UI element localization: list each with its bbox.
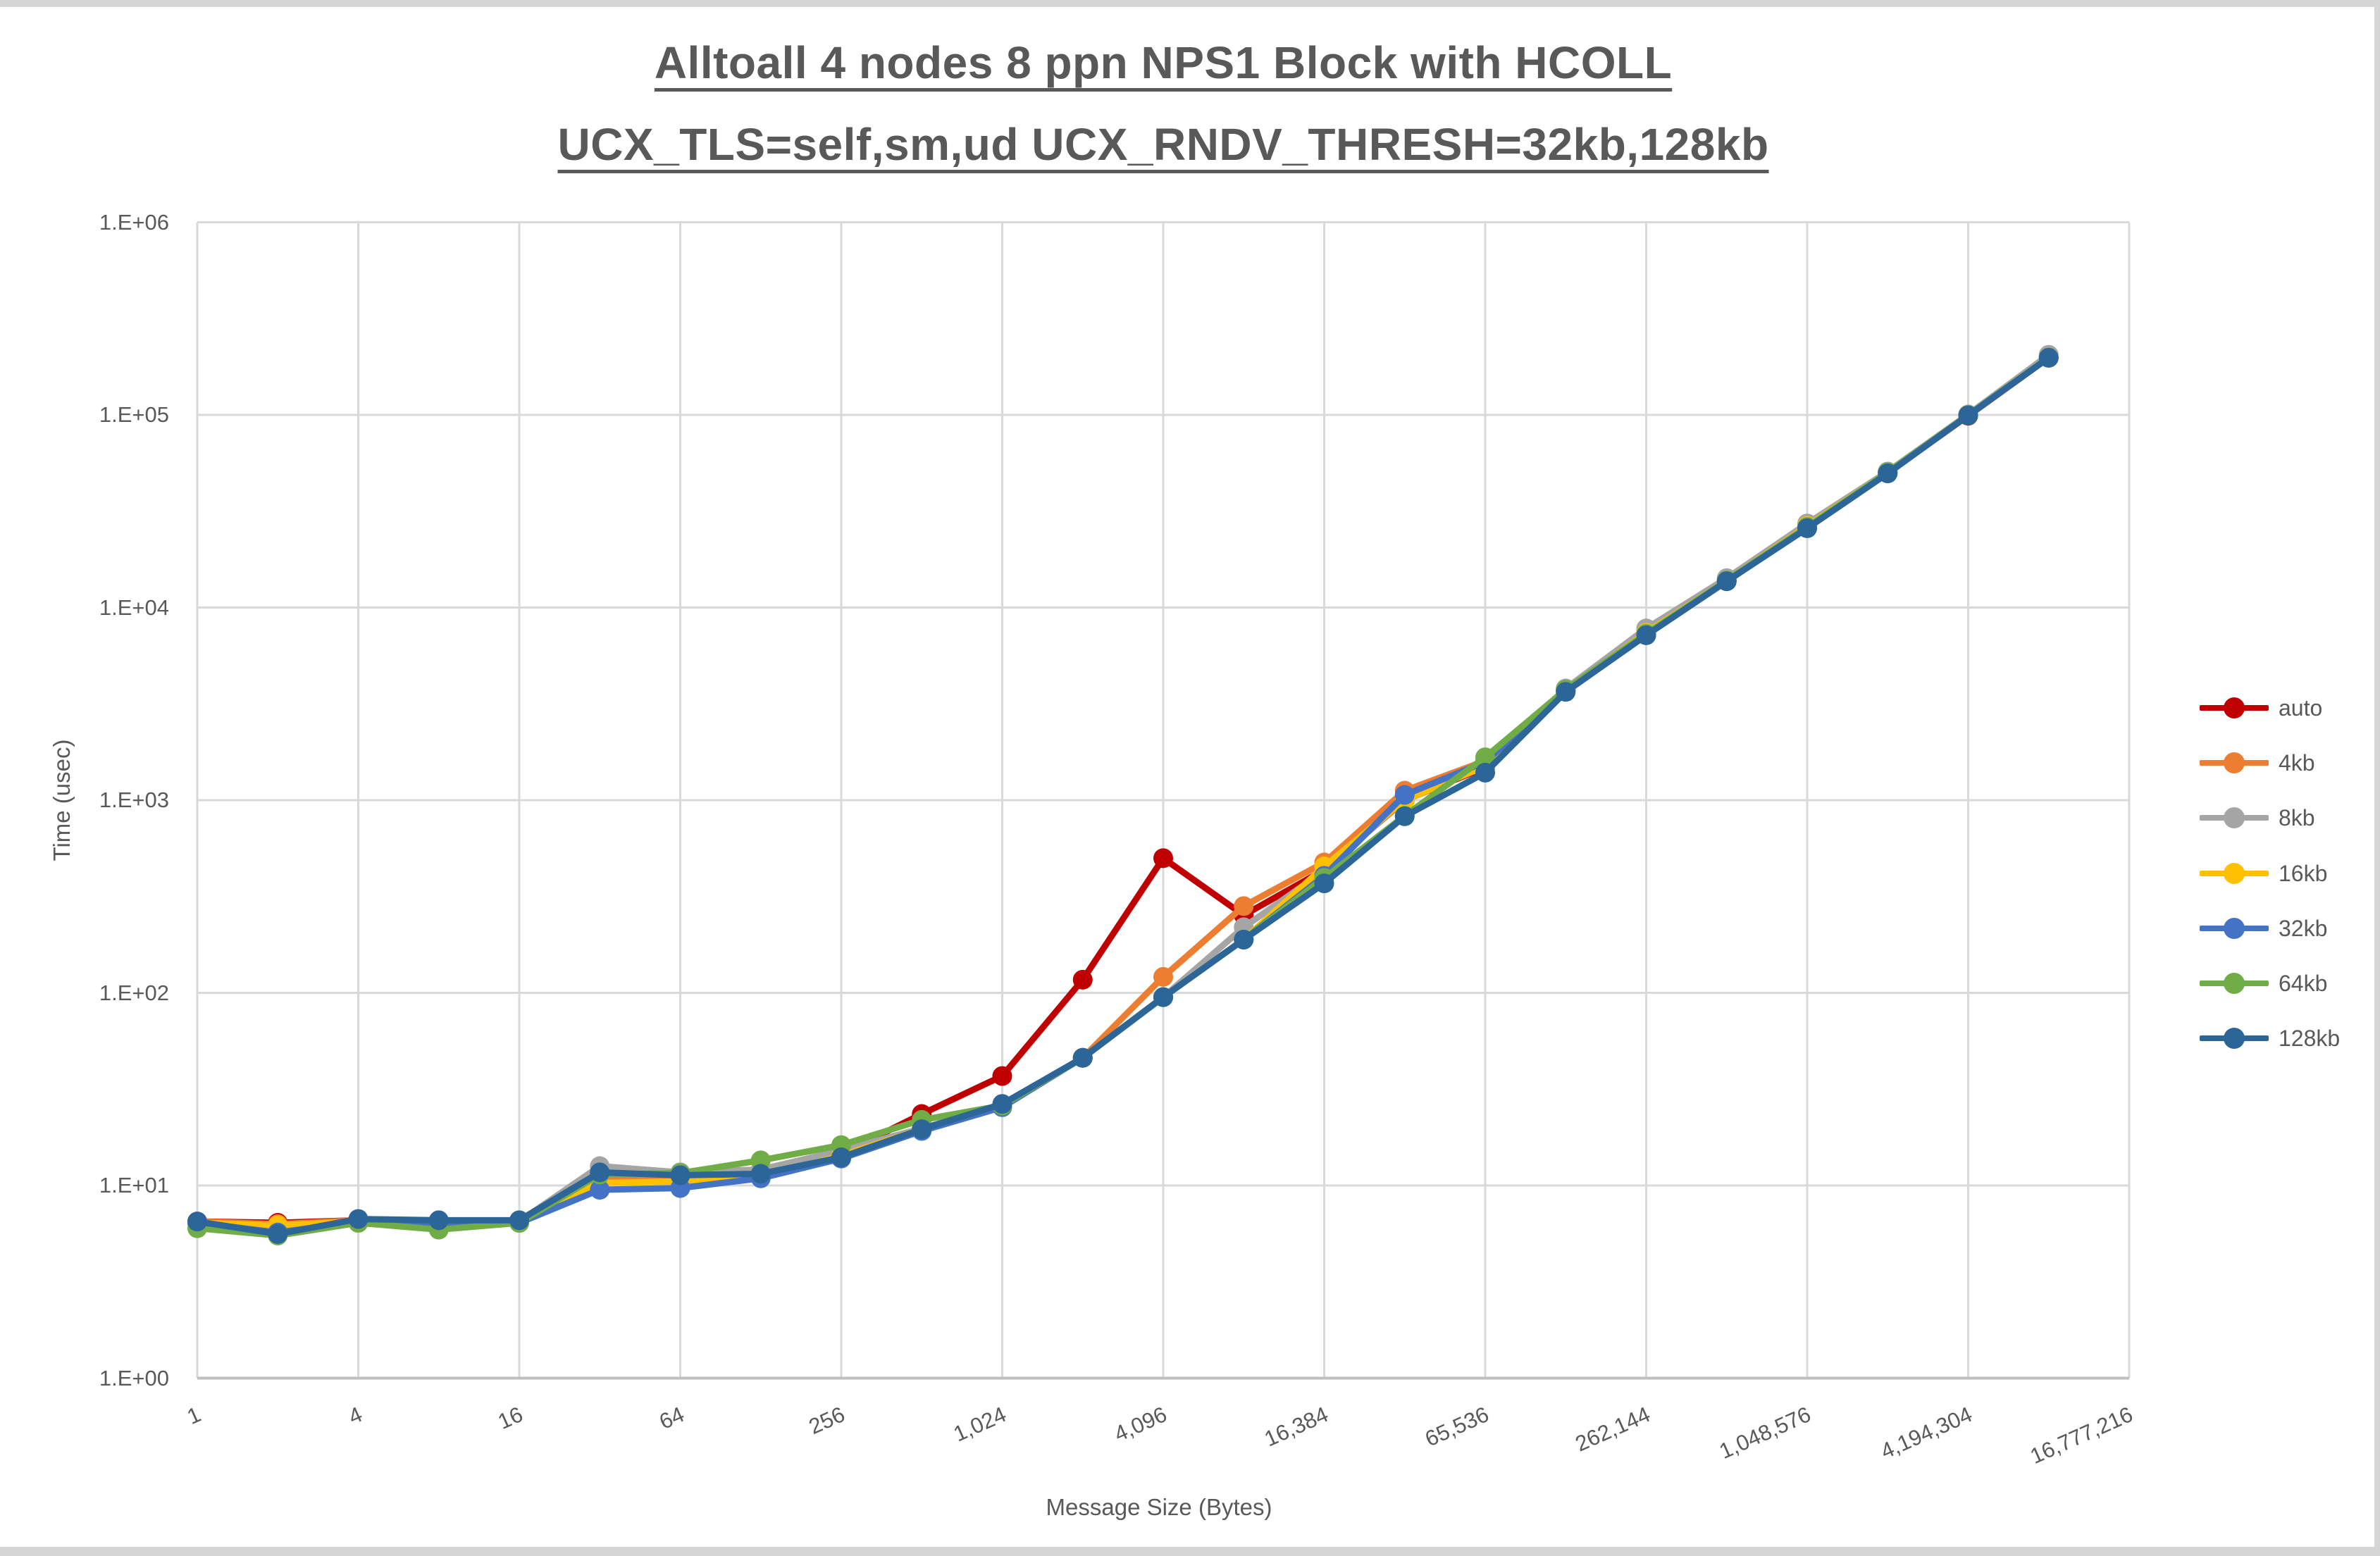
legend-item-label: 4kb — [2279, 749, 2315, 776]
y-axis-title: Time (usec) — [49, 739, 75, 861]
series-marker-128kb[interactable] — [1234, 929, 1254, 950]
legend-item-label: 64kb — [2279, 970, 2328, 996]
series-marker-128kb[interactable] — [590, 1162, 610, 1183]
legend-item-8kb[interactable]: 8kb — [2200, 802, 2315, 833]
legend-marker-dot — [2224, 752, 2245, 773]
series-marker-128kb[interactable] — [1072, 1047, 1093, 1068]
series-line-4kb[interactable] — [194, 354, 2052, 1228]
series-line-32kb[interactable] — [194, 354, 2052, 1236]
series-marker-128kb[interactable] — [1878, 463, 1898, 484]
series-line-16kb[interactable] — [194, 354, 2052, 1229]
series-marker-32kb[interactable] — [590, 1180, 610, 1200]
series-line-128kb[interactable] — [194, 354, 2052, 1238]
series-line-auto[interactable] — [194, 354, 2052, 1226]
legend-item-128kb[interactable]: 128kb — [2200, 1023, 2340, 1054]
y-tick-label: 1.E+02 — [99, 980, 169, 1005]
series-marker-128kb[interactable] — [831, 1147, 851, 1168]
series-marker-128kb[interactable] — [509, 1210, 529, 1231]
legend-marker-dot — [2224, 863, 2245, 884]
legend-line-marker-icon — [2200, 858, 2269, 889]
legend-item-64kb[interactable]: 64kb — [2200, 968, 2327, 999]
y-tick-label: 1.E+03 — [99, 788, 169, 812]
y-tick-label: 1.E+04 — [99, 595, 169, 620]
y-tick-label: 1.E+00 — [99, 1365, 169, 1390]
series-marker-128kb[interactable] — [912, 1119, 932, 1140]
chart-title-line-1: Alltoall 4 nodes 8 ppn NPS1 Block with H… — [654, 37, 1673, 88]
series-marker-128kb[interactable] — [1797, 518, 1817, 538]
legend-marker-dot — [2224, 697, 2245, 718]
legend-item-auto[interactable]: auto — [2200, 692, 2322, 723]
legend-marker-dot — [2224, 918, 2245, 939]
legend-line-marker-icon — [2200, 1023, 2269, 1054]
y-tick-label: 1.E+05 — [99, 402, 169, 427]
series-marker-128kb[interactable] — [348, 1209, 368, 1229]
series-marker-4kb[interactable] — [1153, 966, 1173, 987]
legend-item-label: 16kb — [2279, 860, 2328, 886]
series-marker-128kb[interactable] — [1716, 571, 1737, 592]
legend-line-marker-icon — [2200, 692, 2269, 723]
series-marker-128kb[interactable] — [1153, 987, 1173, 1007]
legend-item-32kb[interactable]: 32kb — [2200, 913, 2327, 944]
series-marker-128kb[interactable] — [1958, 405, 1978, 425]
series-marker-128kb[interactable] — [1475, 762, 1495, 783]
series-marker-128kb[interactable] — [268, 1224, 288, 1244]
legend-item-label: 128kb — [2279, 1025, 2341, 1051]
screen-right-edge — [2374, 0, 2380, 1556]
legend-item-label: 8kb — [2279, 804, 2315, 830]
legend-line-marker-icon — [2200, 968, 2269, 999]
series-marker-auto[interactable] — [1153, 848, 1173, 869]
x-axis-title: Message Size (Bytes) — [1046, 1494, 1272, 1520]
series-marker-64kb[interactable] — [1475, 747, 1495, 768]
chart-title-line-2: UCX_TLS=self,sm,ud UCX_RNDV_THRESH=32kb,… — [557, 119, 1769, 170]
series-128kb[interactable] — [187, 347, 2059, 1244]
series-auto[interactable] — [187, 347, 2059, 1233]
series-marker-128kb[interactable] — [187, 1212, 207, 1232]
series-marker-32kb[interactable] — [1394, 785, 1415, 805]
legend-marker-dot — [2224, 1028, 2245, 1049]
series-marker-128kb[interactable] — [750, 1164, 771, 1184]
legend-item-4kb[interactable]: 4kb — [2200, 747, 2315, 778]
y-tick-label: 1.E+01 — [99, 1173, 169, 1197]
series-marker-128kb[interactable] — [2038, 347, 2059, 368]
series-marker-128kb[interactable] — [670, 1165, 690, 1185]
legend-item-label: 32kb — [2279, 915, 2328, 941]
series-4kb[interactable] — [187, 347, 2059, 1234]
legend-item-label: auto — [2279, 695, 2323, 721]
series-line-64kb[interactable] — [194, 354, 2052, 1239]
series-marker-128kb[interactable] — [1314, 873, 1334, 894]
screen-top-edge — [0, 0, 2380, 7]
series-marker-auto[interactable] — [992, 1066, 1012, 1086]
series-marker-128kb[interactable] — [1394, 806, 1415, 826]
series-marker-128kb[interactable] — [428, 1210, 449, 1231]
series-marker-4kb[interactable] — [1234, 896, 1254, 916]
y-tick-label: 1.E+06 — [99, 209, 169, 235]
series-marker-128kb[interactable] — [1636, 625, 1656, 645]
legend-line-marker-icon — [2200, 747, 2269, 778]
legend-marker-dot — [2224, 807, 2245, 828]
legend-line-marker-icon — [2200, 802, 2269, 833]
series-marker-auto[interactable] — [1072, 969, 1093, 990]
series-8kb[interactable] — [187, 344, 2059, 1238]
legend-item-16kb[interactable]: 16kb — [2200, 858, 2327, 889]
series-line-8kb[interactable] — [194, 351, 2052, 1232]
series-32kb[interactable] — [187, 347, 2059, 1243]
legend-line-marker-icon — [2200, 913, 2269, 944]
screen-bottom-edge — [0, 1547, 2380, 1556]
legend-marker-dot — [2224, 973, 2245, 994]
series-64kb[interactable] — [187, 347, 2059, 1246]
series-marker-128kb[interactable] — [992, 1094, 1012, 1114]
series-marker-128kb[interactable] — [1556, 682, 1576, 702]
series-16kb[interactable] — [187, 347, 2059, 1236]
